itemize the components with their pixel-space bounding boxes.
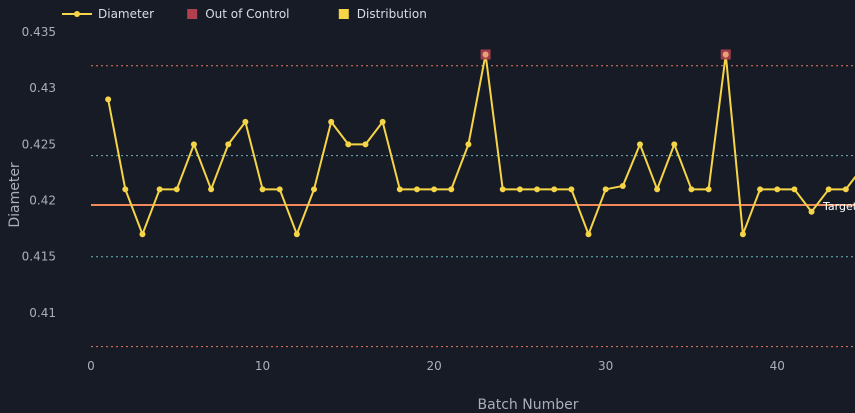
y-axis-title: Diameter — [7, 162, 23, 228]
data-point-28 — [568, 186, 575, 193]
data-point-4 — [156, 186, 163, 193]
data-point-21 — [448, 186, 455, 193]
data-point-12 — [293, 231, 300, 238]
data-point-36 — [705, 186, 712, 193]
data-point-32 — [636, 141, 643, 148]
legend-swatch-dist — [338, 9, 349, 19]
series-layer — [105, 51, 855, 238]
data-point-42 — [808, 208, 815, 215]
data-point-6 — [190, 141, 197, 148]
data-point-9 — [242, 118, 249, 125]
legend-item-dist[interactable]: Distribution — [338, 7, 427, 21]
data-point-14 — [328, 118, 335, 125]
data-point-30 — [602, 186, 609, 193]
data-point-31 — [619, 182, 626, 189]
y-tick-label: 0.425 — [22, 137, 56, 151]
legend-item-ooc[interactable]: Out of Control — [187, 7, 290, 21]
data-point-27 — [551, 186, 558, 193]
data-point-25 — [516, 186, 523, 193]
out-of-control-point-37 — [722, 51, 729, 58]
y-axis: 0.41 0.415 0.42 0.425 0.43 0.435 — [22, 25, 56, 320]
x-axis-title: Batch Number — [478, 397, 579, 413]
out-of-control-point-23 — [482, 51, 489, 58]
data-point-13 — [311, 186, 318, 193]
data-point-19 — [413, 186, 420, 193]
legend-label-dist: Distribution — [357, 7, 427, 21]
data-point-35 — [688, 186, 695, 193]
data-point-43 — [825, 186, 832, 193]
data-point-34 — [671, 141, 678, 148]
data-point-18 — [396, 186, 403, 193]
data-point-39 — [757, 186, 764, 193]
x-tick-label: 10 — [255, 359, 270, 373]
data-point-7 — [208, 186, 215, 193]
legend[interactable]: Diameter Out of Control Distribution — [62, 7, 427, 21]
data-point-16 — [362, 141, 369, 148]
target-label: Target — [822, 200, 855, 213]
legend-marker-diameter — [74, 11, 80, 17]
data-point-1 — [105, 96, 112, 103]
y-tick-label: 0.42 — [29, 194, 56, 208]
y-tick-label: 0.415 — [22, 250, 56, 264]
data-point-44 — [842, 186, 849, 193]
data-point-11 — [276, 186, 283, 193]
data-point-26 — [534, 186, 541, 193]
x-tick-label: 40 — [770, 359, 785, 373]
out-of-control-layer — [480, 49, 731, 60]
data-point-3 — [139, 231, 146, 238]
x-tick-label: 20 — [426, 359, 441, 373]
y-tick-label: 0.41 — [29, 306, 56, 320]
data-point-33 — [654, 186, 661, 193]
data-point-17 — [379, 118, 386, 125]
data-point-2 — [122, 186, 129, 193]
data-point-29 — [585, 231, 592, 238]
x-axis: 0 10 20 30 40 — [87, 359, 785, 373]
data-point-41 — [791, 186, 798, 193]
data-point-22 — [465, 141, 472, 148]
data-point-24 — [499, 186, 506, 193]
data-point-5 — [173, 186, 180, 193]
x-tick-label: 30 — [598, 359, 613, 373]
data-point-40 — [774, 186, 781, 193]
data-point-38 — [739, 231, 746, 238]
data-point-10 — [259, 186, 266, 193]
series-line-0 — [107, 53, 855, 236]
data-point-20 — [431, 186, 438, 193]
x-tick-label: 0 — [87, 359, 95, 373]
y-tick-label: 0.43 — [29, 81, 56, 95]
legend-label-diameter: Diameter — [98, 7, 154, 21]
data-point-15 — [345, 141, 352, 148]
legend-item-diameter[interactable]: Diameter — [62, 7, 154, 21]
data-point-8 — [225, 141, 232, 148]
legend-label-ooc: Out of Control — [205, 7, 289, 21]
y-tick-label: 0.435 — [22, 25, 56, 39]
legend-swatch-ooc — [187, 9, 198, 19]
